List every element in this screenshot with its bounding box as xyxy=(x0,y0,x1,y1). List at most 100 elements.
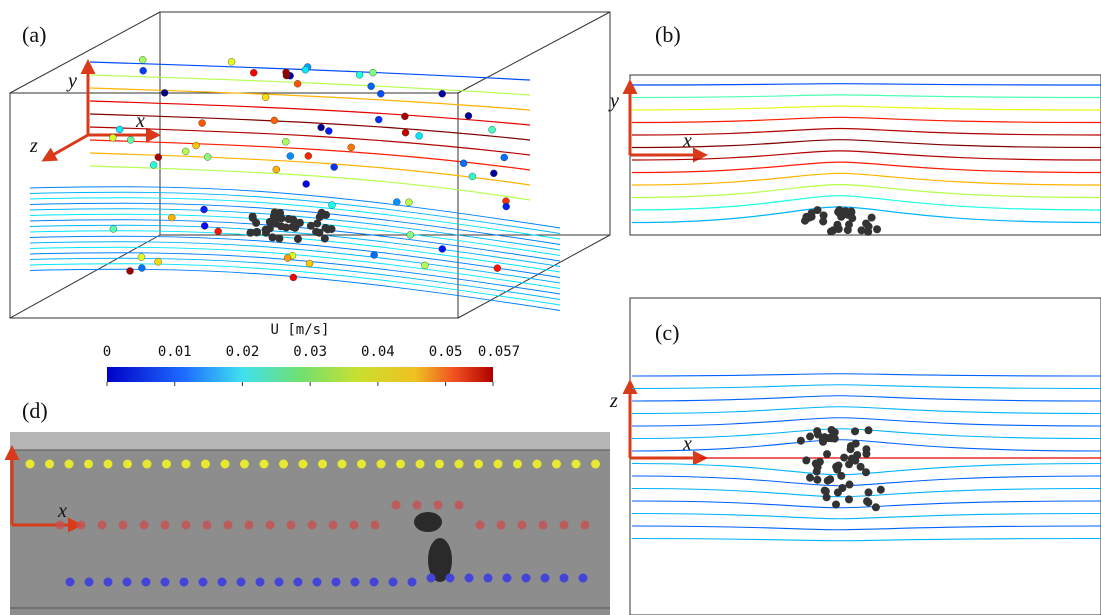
particle xyxy=(305,152,312,159)
colorbar-tick-label: 0.02 xyxy=(226,344,260,360)
streamline xyxy=(632,418,1101,426)
aggregate-particle xyxy=(268,233,276,241)
aggregate-particle xyxy=(823,493,831,501)
tracer-blue xyxy=(66,578,75,587)
tracer-red xyxy=(224,521,233,530)
tracer-blue xyxy=(123,578,132,587)
tracer-red xyxy=(350,521,359,530)
tracer-yellow xyxy=(65,460,74,469)
aggregate-particle xyxy=(266,224,274,232)
tracer-red xyxy=(140,521,149,530)
tracer-blue xyxy=(446,574,455,583)
particle xyxy=(139,56,146,63)
tracer-blue xyxy=(579,574,588,583)
aggregate-particle xyxy=(832,500,840,508)
colorbar-gradient xyxy=(107,367,493,382)
particle xyxy=(369,69,376,76)
aggregate-particle xyxy=(862,445,870,453)
tracer-yellow xyxy=(162,460,171,469)
particle xyxy=(348,144,355,151)
particle xyxy=(215,228,222,235)
axis-label: y xyxy=(66,70,77,92)
tracer-blue xyxy=(427,574,436,583)
streamline xyxy=(632,185,1101,198)
particle xyxy=(110,225,117,232)
particle xyxy=(201,206,208,213)
particle xyxy=(127,267,134,274)
tracer-yellow xyxy=(377,460,386,469)
aggregate-particle xyxy=(252,219,260,227)
particle xyxy=(290,274,297,281)
aggregate-particle xyxy=(840,454,848,462)
tracer-red xyxy=(77,521,86,530)
tracer-blue xyxy=(484,574,493,583)
tracer-blue xyxy=(332,578,341,587)
tracer-red xyxy=(581,521,590,530)
aggregate-particle xyxy=(834,461,842,469)
tracer-blue xyxy=(256,578,265,587)
tracer-blue xyxy=(560,574,569,583)
particle xyxy=(199,120,206,127)
streamline xyxy=(632,140,1101,148)
tracer-blue xyxy=(370,578,379,587)
tracer-red xyxy=(161,521,170,530)
aggregate-particle xyxy=(824,477,832,485)
tracer-yellow xyxy=(357,460,366,469)
tracer-red xyxy=(392,501,401,510)
tracer-yellow xyxy=(279,460,288,469)
tracer-blue xyxy=(199,578,208,587)
tracer-red xyxy=(182,521,191,530)
particle xyxy=(494,265,501,272)
tracer-blue xyxy=(275,578,284,587)
particle xyxy=(138,265,145,272)
particle xyxy=(302,66,309,73)
tracer-red xyxy=(308,521,317,530)
aggregate-particle xyxy=(847,207,855,215)
tracer-yellow xyxy=(513,460,522,469)
aggregate-particle xyxy=(851,457,859,465)
aggregate-particle xyxy=(873,225,881,233)
tracer-blue xyxy=(85,578,94,587)
particle xyxy=(318,124,325,131)
tracer-yellow xyxy=(84,460,93,469)
axis-label: x xyxy=(57,500,67,522)
particle xyxy=(262,94,269,101)
tracer-red xyxy=(203,521,212,530)
axis-label: x xyxy=(682,130,692,152)
aggregate-particle xyxy=(814,206,822,214)
particle xyxy=(204,153,211,160)
aggregate-particle xyxy=(847,445,855,453)
tracer-red xyxy=(371,521,380,530)
particle xyxy=(469,173,476,180)
particle xyxy=(402,129,409,136)
axis-label: x xyxy=(682,433,692,455)
tracer-yellow xyxy=(182,460,191,469)
tracer-yellow xyxy=(201,460,210,469)
particle xyxy=(284,254,291,261)
tracer-yellow xyxy=(455,460,464,469)
particle xyxy=(375,116,382,123)
aggregate-particle xyxy=(315,229,323,237)
tracer-red xyxy=(287,521,296,530)
particle xyxy=(490,170,497,177)
aggregate-particle xyxy=(802,456,810,464)
tracer-yellow xyxy=(435,460,444,469)
tracer-yellow xyxy=(494,460,503,469)
colorbar-label: U [m/s] xyxy=(270,322,329,338)
aggregate-particle xyxy=(823,450,831,458)
particle xyxy=(116,126,123,133)
aggregate-particle xyxy=(296,219,304,227)
tracer-yellow xyxy=(45,460,54,469)
tracer-yellow xyxy=(221,460,230,469)
particle xyxy=(168,214,175,221)
particle xyxy=(460,160,467,167)
particle xyxy=(193,142,200,149)
tracer-blue xyxy=(104,578,113,587)
aggregate-particle xyxy=(851,427,859,435)
streamline xyxy=(632,95,1101,98)
tracer-red xyxy=(245,521,254,530)
tracer-blue xyxy=(465,574,474,583)
aggregate-particle xyxy=(872,503,880,511)
particle xyxy=(325,127,332,134)
particle xyxy=(439,90,446,97)
